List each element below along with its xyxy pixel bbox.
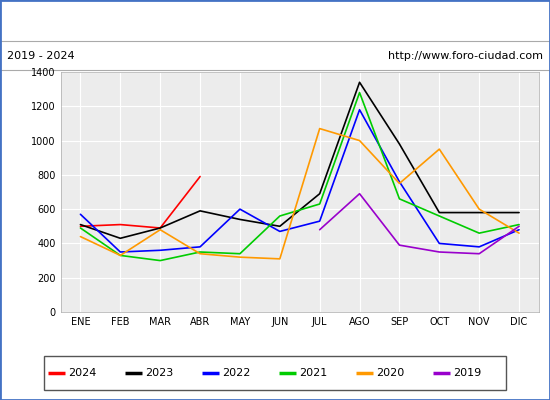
2022 [476,244,482,249]
2019 [516,224,522,229]
2022 [436,241,443,246]
2020 [236,255,243,260]
2022 [197,244,204,249]
2021 [157,258,163,263]
2021 [516,222,522,227]
2022 [117,250,124,254]
2020 [197,251,204,256]
2023 [117,236,124,241]
2020 [77,234,84,239]
2023 [316,191,323,196]
2019 [436,250,443,254]
Line: 2024: 2024 [80,176,200,228]
2023 [77,222,84,227]
Line: 2020: 2020 [80,128,519,259]
Text: 2024: 2024 [68,368,96,378]
Text: 2022: 2022 [222,368,250,378]
2020 [436,147,443,152]
2020 [117,253,124,258]
2022 [396,179,403,184]
Text: 2021: 2021 [299,368,327,378]
2021 [476,231,482,236]
2021 [316,202,323,206]
2024 [117,222,124,227]
Line: 2019: 2019 [320,194,519,254]
2020 [316,126,323,131]
2023 [396,142,403,146]
2023 [236,217,243,222]
Text: 2019 - 2024: 2019 - 2024 [7,51,74,61]
2019 [316,227,323,232]
2024 [197,174,204,179]
2023 [277,224,283,229]
2023 [436,210,443,215]
2024 [157,226,163,230]
2022 [77,212,84,217]
Text: 2020: 2020 [376,368,404,378]
2023 [157,226,163,230]
2022 [236,207,243,212]
Line: 2023: 2023 [80,82,519,238]
Text: http://www.foro-ciudad.com: http://www.foro-ciudad.com [388,51,543,61]
2020 [516,231,522,236]
2021 [77,226,84,230]
2022 [277,229,283,234]
2021 [436,214,443,218]
2020 [277,256,283,261]
2020 [356,138,363,143]
2023 [476,210,482,215]
2021 [356,90,363,95]
2019 [396,243,403,248]
2024 [77,224,84,229]
2021 [197,250,204,254]
2020 [396,181,403,186]
2022 [316,219,323,224]
2023 [197,208,204,213]
2020 [157,227,163,232]
2022 [356,107,363,112]
2019 [356,191,363,196]
Line: 2021: 2021 [80,92,519,260]
2019 [476,251,482,256]
Text: 2019: 2019 [453,368,481,378]
2020 [476,207,482,212]
2021 [117,253,124,258]
2021 [277,214,283,218]
Text: Evolucion Nº Turistas Nacionales en el municipio de San Tirso de Abres: Evolucion Nº Turistas Nacionales en el m… [39,14,512,28]
2021 [236,251,243,256]
2021 [396,196,403,201]
2023 [516,210,522,215]
2022 [157,248,163,253]
2022 [516,227,522,232]
2023 [356,80,363,85]
Text: 2023: 2023 [145,368,173,378]
Line: 2022: 2022 [80,110,519,252]
